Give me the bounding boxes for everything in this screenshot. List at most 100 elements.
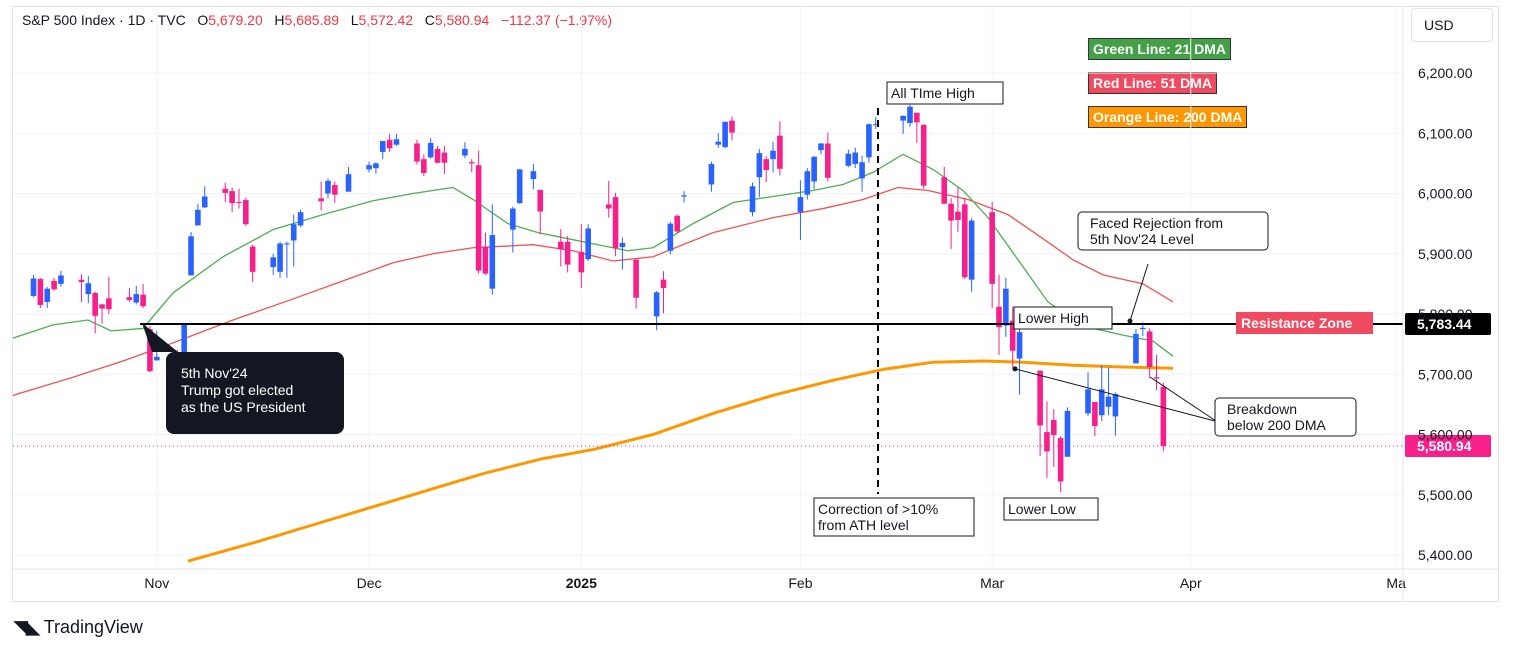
lower-low-label-text: Lower Low	[1008, 501, 1077, 517]
candle	[1085, 372, 1091, 416]
candle	[284, 241, 290, 278]
candle-body	[1037, 370, 1043, 426]
candle-body	[1050, 420, 1057, 436]
rejection-label-text: 5th Nov'24 Level	[1090, 231, 1194, 247]
candle-body	[51, 280, 57, 290]
candle	[1146, 328, 1153, 378]
rejection-label-text: Faced Rejection from	[1090, 215, 1223, 231]
candle	[955, 187, 961, 233]
tradingview-brand[interactable]: ◥◣ TradingView	[14, 617, 143, 638]
current-price-tag-box	[1405, 434, 1491, 457]
rejection-point	[1127, 318, 1133, 324]
candle-body	[468, 162, 475, 164]
candle	[866, 123, 872, 163]
candle	[811, 156, 817, 190]
candle	[763, 156, 770, 183]
candle-body	[578, 251, 585, 273]
candle	[489, 204, 496, 295]
candle	[277, 241, 283, 278]
resistance-price-tag-box	[1405, 312, 1491, 335]
candle	[948, 198, 954, 249]
candle-body	[681, 195, 687, 197]
candle	[797, 180, 804, 240]
y-tick-label: 5,900.00	[1418, 246, 1473, 262]
candle-body	[489, 235, 496, 289]
candle	[106, 276, 112, 314]
candle	[441, 145, 448, 175]
x-tick-label: 2025	[566, 575, 597, 591]
candle-body	[229, 191, 235, 204]
candle-body	[605, 204, 612, 209]
candle	[722, 121, 728, 149]
candle-body	[948, 203, 954, 221]
candle	[195, 203, 201, 226]
candle	[92, 291, 98, 334]
candle-body	[941, 177, 948, 204]
resistance-zone-box	[1236, 311, 1373, 334]
candle	[468, 159, 475, 173]
candle-body	[195, 209, 201, 226]
candle-body	[421, 159, 427, 174]
candle	[270, 253, 276, 275]
candle	[78, 274, 85, 302]
candle-body	[297, 212, 304, 226]
candle-body	[434, 148, 441, 163]
candle-body	[325, 180, 331, 194]
candle-body	[1057, 438, 1064, 482]
candle-body	[1133, 333, 1139, 364]
candle-body	[366, 165, 372, 170]
candle	[756, 148, 763, 198]
candle-body	[386, 139, 393, 149]
candle	[427, 138, 434, 159]
candle-body	[318, 198, 324, 202]
breakdown-label-box	[1214, 397, 1357, 437]
brand-text: TradingView	[43, 617, 143, 637]
candle	[373, 162, 379, 174]
candle-body	[866, 124, 872, 158]
candle	[379, 141, 386, 160]
candle	[393, 133, 400, 146]
lower-high-label-box	[1013, 306, 1113, 330]
candle-body	[99, 304, 105, 309]
candle-body	[715, 141, 722, 145]
candle-body	[900, 115, 906, 121]
candle	[968, 218, 975, 292]
currency-button[interactable]: USD	[1411, 8, 1493, 42]
candle-body	[729, 120, 735, 133]
candle	[961, 197, 968, 280]
candle-body	[284, 243, 290, 245]
trendline-point	[1012, 366, 1018, 372]
candle	[249, 244, 256, 283]
candle-body	[1044, 432, 1050, 452]
candle-body	[147, 329, 153, 372]
ma21-line	[13, 153, 1174, 357]
candle-body	[818, 143, 824, 151]
y-tick-label: 6,200.00	[1418, 65, 1473, 81]
candle-body	[674, 215, 680, 232]
candle-body	[722, 121, 728, 148]
legend-51dma: Red Line: 51 DMA	[1088, 72, 1218, 94]
candle	[667, 221, 674, 255]
ma51-line	[13, 186, 1174, 396]
candle	[989, 201, 995, 308]
x-tick-label: Apr	[1180, 575, 1202, 591]
candle	[516, 168, 523, 204]
y-tick-label: 6,000.00	[1418, 186, 1473, 202]
candle-body	[1105, 396, 1112, 407]
candle	[804, 168, 811, 200]
candle	[201, 186, 208, 208]
candle	[243, 197, 249, 227]
candle-body	[914, 112, 920, 123]
candle-body	[441, 152, 448, 163]
candle	[914, 112, 920, 143]
candle	[1003, 277, 1009, 337]
candle	[434, 145, 441, 164]
resistance-price-tag: 5,783.44	[1405, 312, 1491, 335]
correction-label-text: from ATH level	[818, 517, 909, 533]
candle	[681, 191, 687, 203]
candle-body	[564, 241, 571, 265]
rejection-label-box	[1077, 211, 1269, 251]
candle-body	[1140, 327, 1146, 330]
candle-body	[222, 188, 229, 193]
